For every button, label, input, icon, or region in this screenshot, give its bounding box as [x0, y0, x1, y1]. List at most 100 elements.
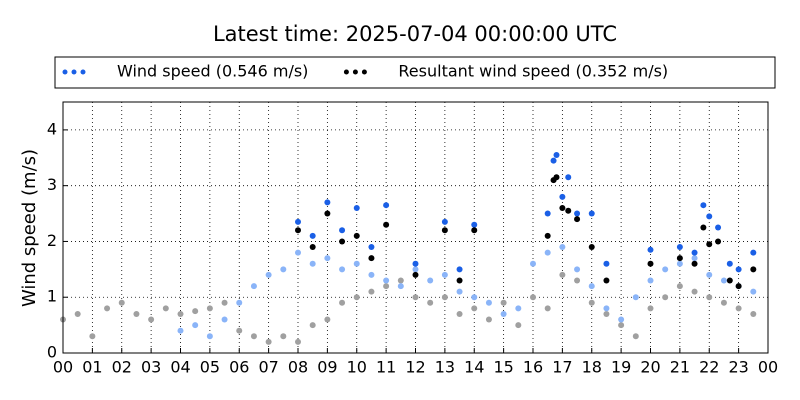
data-point	[750, 310, 757, 317]
data-point	[735, 283, 742, 290]
data-point	[471, 221, 478, 228]
x-tick-label: 03	[141, 358, 161, 377]
data-point	[588, 210, 595, 217]
data-point	[715, 238, 722, 245]
data-point	[603, 277, 610, 284]
data-point	[74, 310, 81, 317]
data-point	[550, 157, 557, 164]
data-point	[280, 333, 287, 340]
data-point	[324, 255, 331, 262]
data-point	[647, 277, 654, 284]
data-point	[368, 271, 375, 278]
x-tick-label: 16	[523, 358, 543, 377]
data-point	[295, 249, 301, 256]
data-point	[706, 213, 713, 220]
legend-marker	[71, 69, 77, 75]
data-point	[485, 316, 492, 323]
x-tick-label: 00	[758, 358, 778, 377]
data-point	[588, 283, 595, 290]
data-point	[530, 294, 536, 301]
data-point	[383, 221, 390, 228]
data-point	[647, 305, 654, 312]
data-point	[236, 299, 243, 306]
x-tick-label: 08	[288, 358, 308, 377]
data-point	[368, 244, 375, 251]
legend-box	[54, 56, 776, 89]
data-point	[309, 260, 316, 267]
data-point	[456, 277, 463, 284]
data-point	[309, 232, 316, 239]
x-tick-label: 09	[317, 358, 337, 377]
data-point	[441, 218, 448, 225]
data-point	[471, 227, 478, 234]
data-point	[500, 299, 507, 306]
x-tick-label: 14	[464, 358, 484, 377]
data-point	[441, 271, 448, 278]
data-point	[632, 294, 639, 301]
data-point	[368, 288, 375, 295]
data-point	[603, 310, 610, 317]
data-point	[618, 322, 625, 329]
data-point	[383, 202, 390, 209]
data-point	[295, 227, 301, 234]
data-point	[574, 266, 581, 273]
data-point	[726, 277, 733, 284]
y-tick-label: 0	[47, 343, 57, 362]
data-point	[427, 277, 434, 284]
data-point	[250, 333, 257, 340]
data-point	[456, 288, 463, 295]
x-tick-label: 04	[170, 358, 190, 377]
data-point	[441, 227, 448, 234]
data-point	[192, 308, 199, 315]
data-point	[353, 294, 360, 301]
data-point	[221, 299, 228, 306]
data-point	[553, 174, 560, 181]
data-point	[706, 294, 713, 301]
data-point	[89, 333, 96, 340]
data-point	[544, 232, 551, 239]
data-point	[339, 266, 346, 273]
y-tick-label: 2	[47, 231, 57, 250]
x-tick-label: 12	[405, 358, 425, 377]
data-point	[603, 305, 610, 312]
data-point	[515, 305, 522, 312]
data-point	[456, 310, 463, 317]
data-point	[471, 294, 478, 301]
data-point	[735, 305, 742, 312]
x-tick-label: 06	[229, 358, 249, 377]
data-point	[397, 283, 404, 290]
chart-title: Latest time: 2025-07-04 00:00:00 UTC	[213, 22, 617, 46]
data-point	[574, 277, 581, 284]
y-tick-label: 4	[47, 119, 57, 138]
data-point	[691, 249, 698, 256]
data-point	[530, 260, 536, 267]
data-point	[236, 327, 243, 334]
data-point	[324, 199, 331, 206]
x-tick-label: 20	[640, 358, 660, 377]
data-point	[735, 266, 742, 273]
data-point	[250, 283, 257, 290]
x-tick-label: 22	[699, 358, 719, 377]
x-tick-label: 13	[435, 358, 455, 377]
data-point	[192, 322, 199, 329]
data-point	[104, 305, 111, 312]
data-point	[265, 271, 272, 278]
data-point	[441, 294, 448, 301]
data-point	[412, 260, 419, 267]
data-point	[574, 210, 581, 217]
data-point	[427, 299, 434, 306]
data-point	[750, 288, 757, 295]
data-point	[471, 305, 478, 312]
data-point	[662, 294, 669, 301]
x-tick-label: 10	[347, 358, 367, 377]
data-point	[353, 260, 360, 267]
data-point	[309, 322, 316, 329]
data-point	[353, 232, 360, 239]
data-point	[412, 294, 419, 301]
data-point	[603, 260, 610, 267]
data-point	[118, 299, 125, 306]
data-point	[700, 224, 707, 231]
data-point	[647, 260, 654, 267]
data-point	[691, 288, 698, 295]
data-point	[676, 283, 683, 290]
